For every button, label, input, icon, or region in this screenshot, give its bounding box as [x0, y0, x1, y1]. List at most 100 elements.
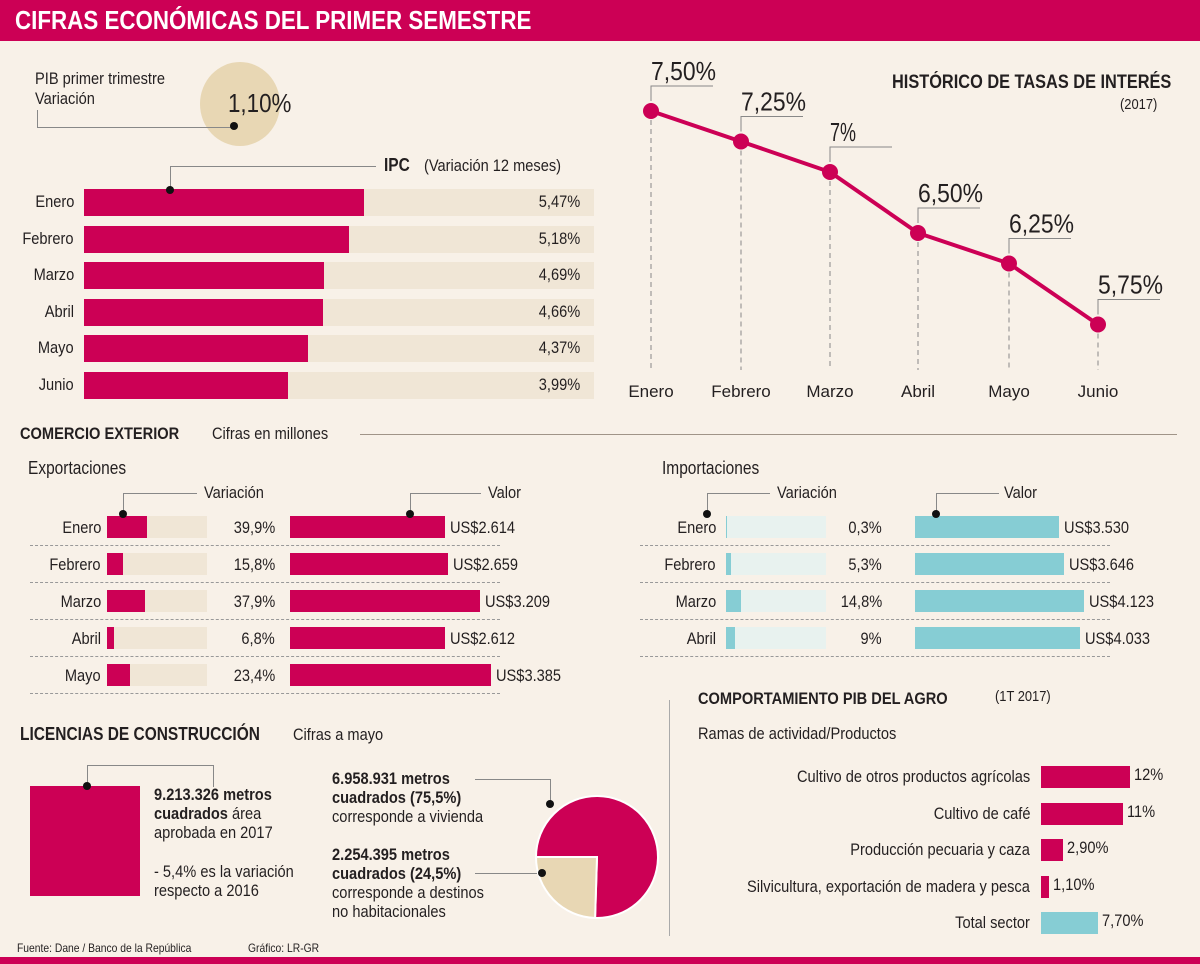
tasas-value-label: 5,75% [1098, 270, 1163, 300]
otros-line2: cuadrados (24,5%) [332, 864, 462, 883]
exp-var-dot [119, 510, 127, 518]
tasas-month-label: Marzo [806, 382, 853, 401]
tasas-point [1001, 255, 1017, 272]
otros-line1: 2.254.395 metros [332, 845, 450, 864]
importaciones-valor-bar [915, 590, 1084, 612]
ipc-month-label: Junio [39, 375, 74, 394]
importaciones-valor-bar [915, 516, 1059, 538]
exportaciones-month-label: Enero [61, 518, 101, 537]
exportaciones-valor-label: US$3.209 [485, 592, 551, 611]
comercio-title: COMERCIO EXTERIOR [20, 424, 180, 443]
exportaciones-var-bar [107, 553, 123, 575]
agro-bar [1041, 839, 1063, 861]
ipc-leader-dot [166, 186, 174, 194]
tasas-subtitle: (2017) [1120, 96, 1158, 113]
tasas-month-label: Mayo [988, 382, 1030, 401]
exportaciones-row-divider [30, 619, 500, 620]
licencias-square-leader [87, 765, 214, 787]
tasas-label-leader [650, 85, 713, 101]
imp-valor-header: Valor [1004, 483, 1038, 502]
ipc-bar [84, 335, 308, 362]
ipc-month-label: Mayo [38, 338, 74, 357]
agro-title: COMPORTAMIENTO PIB DEL AGRO [698, 689, 948, 708]
otros-leader [475, 873, 537, 874]
importaciones-var-label: 9% [860, 629, 882, 648]
pib-sublabel: Variación [35, 89, 95, 108]
agro-category-label: Cultivo de café [933, 804, 1030, 823]
licencias-total-square [30, 786, 140, 896]
importaciones-month-label: Febrero [664, 555, 716, 574]
ipc-bar [84, 189, 364, 216]
exportaciones-var-label: 37,9% [233, 592, 275, 611]
exportaciones-valor-bar [290, 627, 445, 649]
exportaciones-month-label: Marzo [60, 592, 101, 611]
agro-category-label: Total sector [955, 913, 1030, 932]
exportaciones-valor-bar [290, 590, 480, 612]
vivienda-line1: 6.958.931 metros [332, 769, 450, 788]
importaciones-valor-label: US$3.530 [1064, 518, 1130, 537]
exp-valor-leader [410, 493, 481, 514]
exportaciones-var-bar [107, 664, 130, 686]
vivienda-leader [475, 779, 551, 806]
exportaciones-var-bar [107, 590, 145, 612]
exp-variacion-header: Variación [204, 483, 264, 502]
pib-leader-line [37, 110, 234, 128]
ipc-value-label: 3,99% [538, 375, 580, 394]
otros-text: 2.254.395 metros cuadrados (24,5%) corre… [332, 845, 484, 921]
tasas-point [910, 225, 926, 241]
pib-circle [200, 62, 280, 146]
comercio-subtitle: Cifras en millones [212, 424, 329, 443]
licencias-total-text: 9.213.326 metros cuadrados área aprobada… [154, 785, 273, 842]
pib-value: 1,10% [228, 88, 292, 118]
importaciones-var-bar [726, 590, 741, 612]
tasas-point [643, 103, 659, 119]
tasas-title: HISTÓRICO DE TASAS DE INTERÉS [892, 72, 1172, 93]
importaciones-var-label: 5,3% [848, 555, 882, 574]
importaciones-month-label: Abril [686, 629, 716, 648]
licencias-var-line1: - 5,4% es la variación [154, 862, 294, 881]
ipc-value-label: 5,47% [538, 192, 580, 211]
exportaciones-var-label: 23,4% [233, 666, 275, 685]
importaciones-var-track [726, 553, 826, 575]
tasas-value-label: 7,50% [651, 60, 716, 86]
agro-bar [1041, 912, 1098, 934]
agro-section-label: Ramas de actividad/Productos [698, 724, 897, 743]
exportaciones-var-bar [107, 627, 114, 649]
page-title: CIFRAS ECONÓMICAS DEL PRIMER SEMESTRE [15, 5, 532, 35]
exportaciones-var-track [107, 627, 207, 649]
ipc-month-label: Enero [34, 192, 74, 211]
agro-bar [1041, 876, 1049, 898]
importaciones-row-divider [640, 619, 1110, 620]
ipc-subtitle: (Variación 12 meses) [424, 156, 562, 175]
tasas-series-line [650, 109, 1100, 327]
importaciones-valor-bar [915, 553, 1064, 575]
agro-category-label: Cultivo de otros productos agrícolas [796, 767, 1030, 786]
vivienda-line3: corresponde a vivienda [332, 807, 484, 826]
exp-var-leader [123, 493, 197, 514]
exportaciones-var-label: 15,8% [233, 555, 275, 574]
agro-value-label: 1,10% [1053, 875, 1095, 894]
agro-bar [1041, 803, 1123, 825]
licencias-pie-chart [534, 795, 659, 920]
footer-credit: Gráfico: LR-GR [248, 941, 320, 955]
tasas-line-chart: 7,50% Enero 7,25% Febrero 7% Marzo 6,50% Abril 6… [628, 60, 1163, 401]
exportaciones-valor-label: US$2.659 [453, 555, 519, 574]
exportaciones-var-bar [107, 516, 147, 538]
agro-divider [669, 700, 670, 936]
ipc-bar [84, 226, 349, 253]
exportaciones-var-label: 6,8% [241, 629, 275, 648]
tasas-month-label: Febrero [711, 382, 771, 401]
imp-var-leader [707, 493, 770, 514]
ipc-bar [84, 372, 288, 399]
header-bar: CIFRAS ECONÓMICAS DEL PRIMER SEMESTRE [0, 0, 1200, 41]
licencias-title: LICENCIAS DE CONSTRUCCIÓN [20, 724, 260, 744]
ipc-month-label: Abril [44, 302, 74, 321]
exportaciones-valor-label: US$2.612 [450, 629, 516, 648]
agro-bar [1041, 766, 1130, 788]
agro-subtitle: (1T 2017) [995, 688, 1051, 705]
agro-value-label: 7,70% [1102, 911, 1144, 930]
exportaciones-row-divider [30, 545, 500, 546]
importaciones-valor-label: US$3.646 [1069, 555, 1135, 574]
ipc-value-label: 5,18% [538, 229, 580, 248]
exportaciones-valor-label: US$3.385 [496, 666, 562, 685]
